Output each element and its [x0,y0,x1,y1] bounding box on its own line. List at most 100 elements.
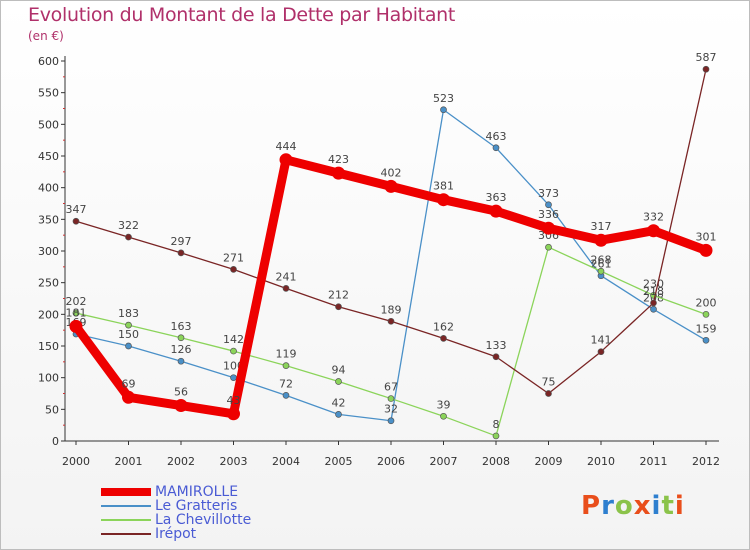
y-tick-label: 300 [38,245,59,258]
data-label: 181 [66,306,87,319]
y-tick-label: 0 [52,435,59,448]
data-label: 141 [591,334,612,347]
data-point [125,342,132,350]
x-tick-label: 2010 [587,455,615,468]
data-point [122,390,135,404]
data-point [174,399,188,413]
chart-title: Evolution du Montant de la Dette par Hab… [28,4,456,26]
data-label: 347 [66,203,87,216]
data-label: 43 [227,394,241,407]
logo-letter: t [661,491,675,521]
data-point [492,144,500,152]
data-label: 69 [122,377,136,390]
legend-label: MAMIROLLE [155,484,239,500]
data-label: 402 [381,166,402,179]
data-label: 32 [384,403,398,416]
x-tick-label: 2009 [535,455,563,468]
data-point [650,299,657,307]
data-point [594,233,608,247]
data-point [282,285,290,292]
data-label: 200 [696,296,717,309]
data-label: 373 [538,187,559,200]
data-point [177,357,185,365]
logo-letter: i [674,491,685,521]
data-label: 363 [486,191,507,204]
y-tick-label: 350 [38,213,59,226]
data-point [542,221,555,235]
legend-item: MAMIROLLE [101,485,251,499]
series-line-le-gratteris [75,109,707,422]
logo-letter: x [633,491,652,521]
data-point [177,249,185,257]
data-point [282,362,290,369]
proxiti-logo: Proxiti [581,491,685,521]
chart-legend: MAMIROLLE Le Gratteris La Chevillotte Irépo… [101,485,251,541]
data-label: 212 [328,289,349,302]
data-point [387,317,395,325]
data-label: 268 [591,253,612,266]
data-label: 317 [591,220,612,233]
data-label: 189 [381,303,402,316]
data-point [384,179,398,193]
data-label: 241 [276,270,297,283]
data-point [387,417,395,425]
legend-item: Le Gratteris [101,499,251,513]
data-point [230,347,237,355]
data-point [597,348,605,356]
data-point [440,106,447,114]
data-label: 523 [433,92,454,105]
data-label: 463 [486,130,507,143]
legend-label: Irépot [155,526,197,542]
data-point [125,233,132,241]
data-label: 423 [328,153,349,166]
data-label: 119 [276,348,297,361]
data-point [489,204,503,218]
data-label: 75 [542,376,556,389]
data-point [230,374,237,382]
data-label: 126 [171,343,192,356]
data-label: 56 [174,386,188,399]
data-point [702,65,710,73]
legend-item: Irépot [101,527,251,541]
logo-letter: r [601,491,615,521]
chart-unit-label: (en €) [28,29,64,43]
data-point [597,267,605,275]
data-point [492,432,500,440]
y-tick-label: 500 [38,118,59,131]
data-label: 587 [696,51,717,64]
y-tick-label: 550 [38,87,59,100]
legend-label: Le Gratteris [155,498,238,514]
data-point [279,153,293,167]
x-tick-label: 2008 [482,455,510,468]
legend-swatch [101,519,151,521]
legend-swatch [101,488,151,496]
data-label: 72 [279,377,293,390]
x-tick-label: 2000 [62,455,90,468]
y-tick-label: 150 [38,340,59,353]
data-label: 67 [384,381,398,394]
data-label: 142 [223,333,244,346]
data-point [545,390,552,397]
data-point [699,243,713,257]
y-tick-label: 200 [38,308,59,321]
data-point [545,201,552,209]
data-label: 159 [696,322,717,335]
data-point [69,319,83,333]
y-tick-label: 450 [38,150,59,163]
data-point [545,243,552,251]
x-tick-label: 2007 [430,455,458,468]
data-label: 261 [591,258,612,271]
data-point [650,305,657,313]
data-point [702,310,710,318]
data-label: 8 [493,418,500,431]
data-label: 39 [437,398,451,411]
logo-letter: i [651,491,662,521]
y-tick-label: 400 [38,182,59,195]
legend-swatch [101,533,151,535]
data-point [335,378,342,385]
data-label: 444 [276,140,297,153]
x-tick-label: 2012 [692,455,720,468]
x-tick-label: 2002 [167,455,195,468]
data-label: 381 [433,180,454,193]
